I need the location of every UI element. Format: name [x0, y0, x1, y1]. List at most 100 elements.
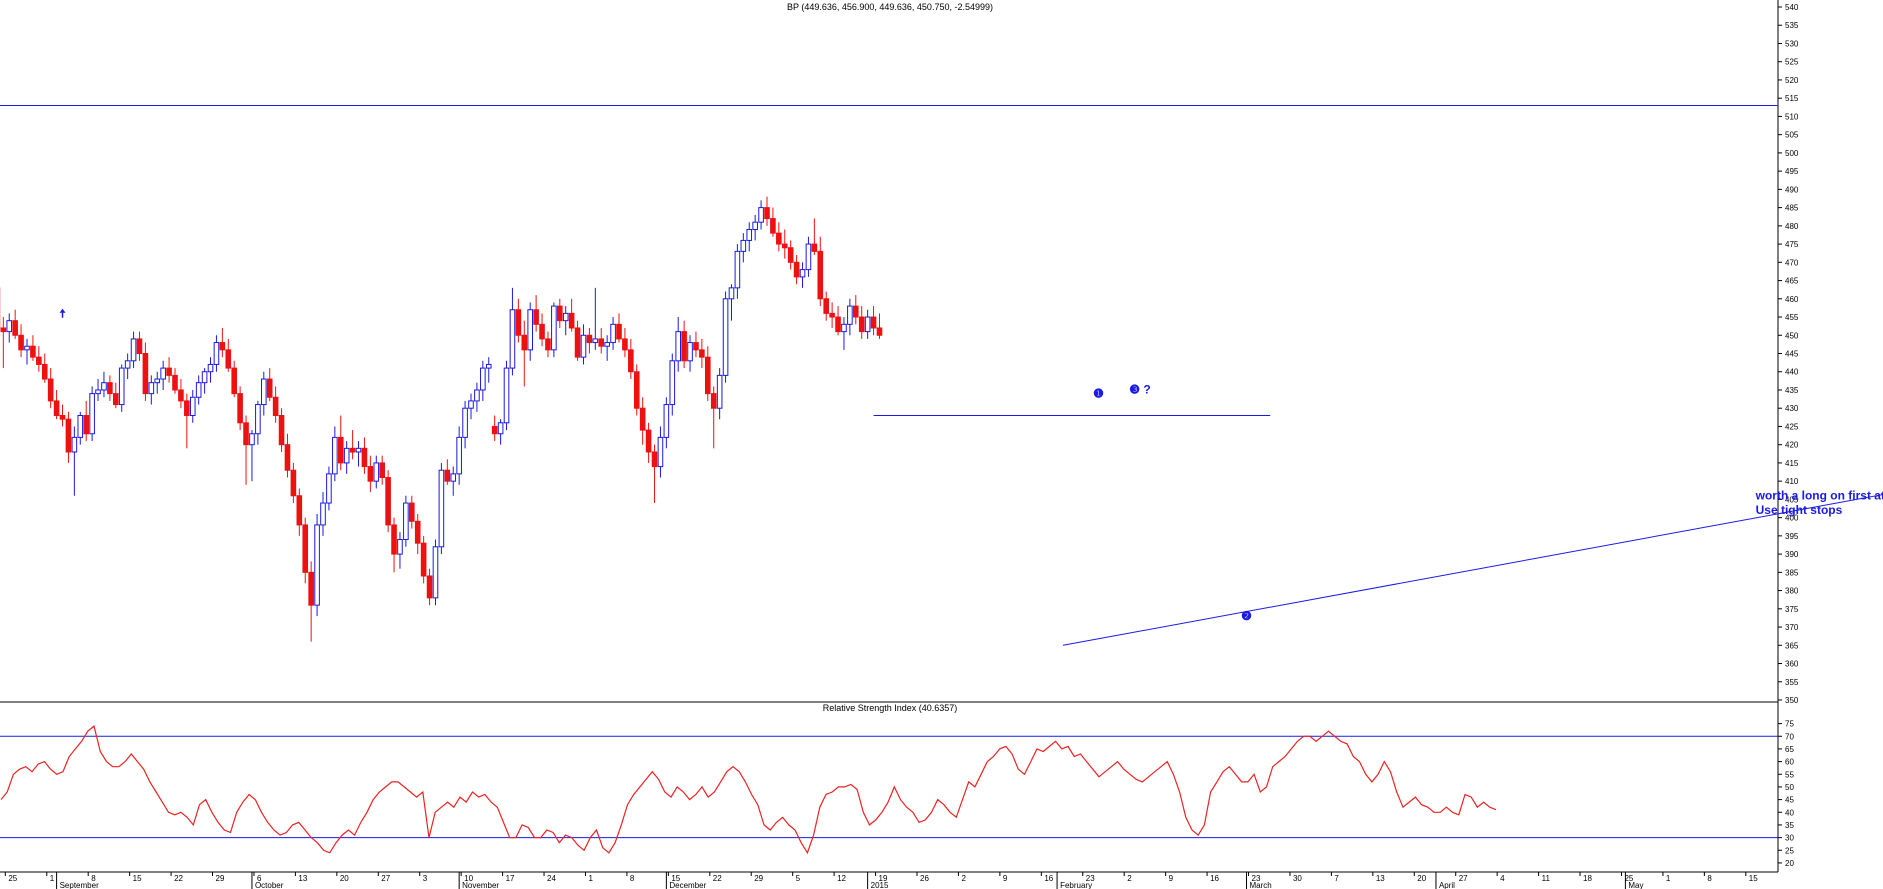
rsi-tick-label: 65 — [1785, 745, 1794, 754]
candle — [545, 331, 551, 358]
candle — [468, 393, 474, 420]
candle — [24, 338, 30, 365]
candle — [172, 368, 178, 394]
candle — [41, 353, 48, 383]
price-drawn-lines — [873, 415, 1883, 646]
candle — [255, 400, 261, 445]
candle — [716, 368, 723, 420]
candle — [515, 298, 522, 343]
candle — [557, 298, 563, 328]
x-day-label: 3 — [423, 874, 428, 883]
candle — [349, 430, 356, 460]
candle — [65, 411, 72, 463]
rsi-chart-title: Relative Strength Index (40.6357) — [823, 703, 958, 713]
price-tick-label: 455 — [1785, 313, 1799, 322]
candle — [219, 327, 226, 358]
rsi-tick-label: 55 — [1785, 770, 1794, 779]
candle — [12, 309, 18, 339]
rsi-tick-label: 25 — [1785, 846, 1794, 855]
price-tick-label: 435 — [1785, 386, 1799, 395]
candle — [480, 360, 486, 401]
candle — [308, 561, 314, 642]
x-day-label: 13 — [1376, 874, 1385, 883]
candle — [793, 255, 800, 285]
candle — [195, 375, 202, 405]
candle — [420, 535, 427, 584]
candle — [89, 386, 95, 442]
price-tick-label: 360 — [1785, 660, 1799, 669]
candle — [337, 415, 344, 471]
x-day-label: 19 — [879, 874, 888, 883]
price-tick-label: 385 — [1785, 568, 1799, 577]
candle — [776, 222, 782, 252]
candle — [438, 462, 445, 555]
candle — [633, 364, 640, 416]
x-month-label: October — [255, 881, 284, 889]
price-tick-label: 510 — [1785, 112, 1799, 121]
candle — [320, 492, 326, 536]
x-day-label: 1 — [1666, 874, 1671, 883]
candle — [604, 335, 610, 361]
candle — [290, 462, 297, 504]
x-month-label: April — [1439, 881, 1455, 889]
candle — [829, 302, 835, 328]
x-day-label: 20 — [340, 874, 349, 883]
candle — [36, 346, 42, 372]
candle — [835, 306, 841, 336]
candle — [687, 335, 693, 372]
price-tick-label: 440 — [1785, 368, 1799, 377]
candle — [225, 338, 232, 372]
candle — [616, 313, 622, 343]
candle — [568, 298, 575, 332]
candle — [693, 331, 699, 358]
candle — [876, 313, 883, 339]
x-day-label: 8 — [91, 874, 96, 883]
price-tick-label: 450 — [1785, 331, 1799, 340]
candle — [261, 371, 267, 416]
candle — [521, 320, 528, 387]
candle — [59, 404, 66, 427]
candle — [675, 317, 682, 372]
x-day-label: 20 — [1417, 874, 1426, 883]
x-month-label: December — [669, 881, 706, 889]
candle — [444, 459, 451, 485]
price-tick-label: 445 — [1785, 350, 1799, 359]
annotation-tight-stops: Use tight stops — [1756, 503, 1843, 517]
x-month-label: May — [1628, 881, 1643, 889]
x-axis: 25 1 8 15 22 29 6 13 20 27 3 10 17 24 1 8 15 22 29 5 12 19 26 2… — [0, 871, 1778, 889]
price-tick-label: 400 — [1785, 514, 1799, 523]
candle — [456, 426, 462, 485]
price-tick-label: 495 — [1785, 167, 1799, 176]
candle — [705, 346, 711, 401]
candle — [189, 389, 196, 423]
price-tick-label: 420 — [1785, 441, 1799, 450]
candle — [728, 284, 735, 321]
candle — [296, 488, 303, 536]
candle — [610, 317, 616, 350]
candle — [332, 426, 338, 482]
candle — [799, 262, 806, 288]
price-tick-label: 520 — [1785, 76, 1799, 85]
candle — [409, 495, 415, 529]
candle — [136, 331, 143, 361]
candle — [166, 357, 172, 383]
candle — [853, 295, 859, 325]
price-tick-label: 515 — [1785, 94, 1799, 103]
x-day-label: 15 — [1749, 874, 1758, 883]
candle — [266, 368, 273, 401]
candle — [858, 306, 865, 339]
candle — [6, 313, 13, 343]
candle — [272, 386, 279, 423]
up-arrow-icon — [59, 308, 66, 318]
x-day-label: 17 — [506, 874, 515, 883]
x-day-label: 13 — [298, 874, 307, 883]
candle — [722, 291, 729, 383]
candle — [657, 426, 664, 478]
price-tick-label: 540 — [1785, 3, 1799, 12]
x-day-label: 15 — [133, 874, 142, 883]
candle — [284, 433, 291, 478]
price-tick-label: 395 — [1785, 532, 1799, 541]
candle — [681, 320, 687, 369]
price-chart-title: BP (449.636, 456.900, 449.636, 450.750, … — [787, 2, 993, 12]
x-day-label: 1 — [50, 874, 55, 883]
